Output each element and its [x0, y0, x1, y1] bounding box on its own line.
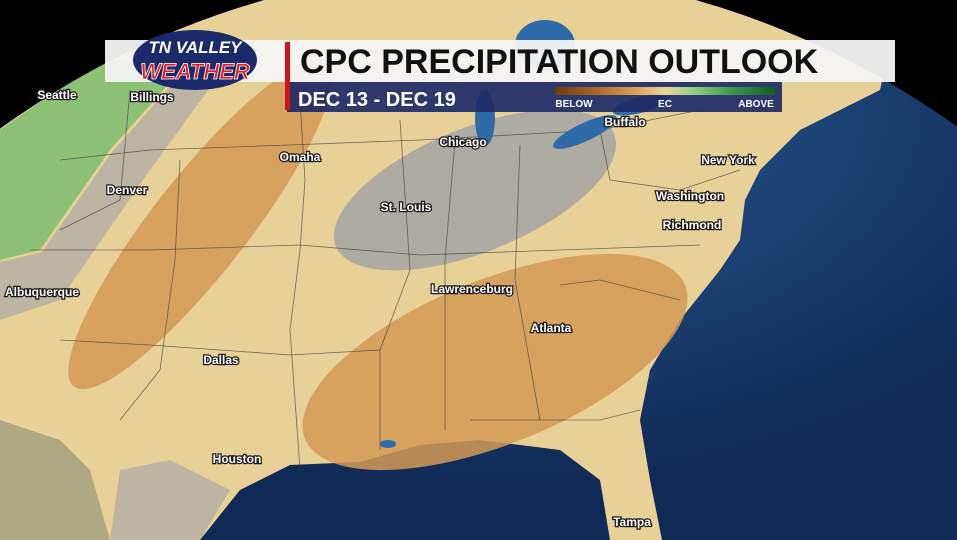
- logo-bottom: WEATHER: [140, 59, 250, 84]
- city-label: Denver: [107, 183, 148, 197]
- city-label: New York: [701, 153, 755, 167]
- city-label: Dallas: [203, 353, 239, 367]
- state-borders: [30, 89, 741, 471]
- dates: DEC 13 - DEC 19: [298, 89, 456, 111]
- city-label: Tampa: [613, 515, 651, 529]
- city-label: Seattle: [37, 88, 77, 102]
- legend-label: BELOW: [555, 99, 593, 110]
- lake-pontchartrain: [380, 440, 396, 448]
- legend-scale: [555, 87, 775, 95]
- legend-label: EC: [658, 99, 672, 110]
- city-label: Houston: [213, 452, 262, 466]
- city-label: Albuquerque: [5, 285, 79, 299]
- header: TN VALLEY WEATHER CPC PRECIPITATION OUTL…: [105, 30, 895, 112]
- city-label: Chicago: [439, 135, 486, 149]
- city-label: St. Louis: [381, 200, 432, 214]
- city-label: Atlanta: [531, 321, 572, 335]
- above-normal-area: [0, 60, 190, 260]
- city-label: Washington: [656, 189, 724, 203]
- city-labels: Seattle Billings Omaha Denver Chicago Bu…: [4, 87, 757, 531]
- lake-erie: [553, 115, 617, 149]
- city-label: Buffalo: [604, 115, 645, 129]
- ec-gray-midwest: [333, 109, 617, 271]
- city-label: Billings: [130, 90, 174, 104]
- legend-label: ABOVE: [738, 99, 774, 110]
- logo-top: TN VALLEY: [148, 38, 243, 57]
- mexico-terrain: [0, 420, 110, 540]
- below-normal-west: [68, 60, 332, 390]
- city-label: Omaha: [280, 150, 321, 164]
- title: CPC PRECIPITATION OUTLOOK: [300, 43, 819, 81]
- gulf-coast-gray: [110, 460, 230, 540]
- below-normal-southeast: [302, 253, 688, 471]
- city-label: Richmond: [663, 218, 722, 232]
- city-label: Lawrenceburg: [431, 282, 513, 296]
- logo-badge: [133, 30, 257, 90]
- gray-band: [0, 60, 230, 320]
- red-accent: [285, 42, 290, 110]
